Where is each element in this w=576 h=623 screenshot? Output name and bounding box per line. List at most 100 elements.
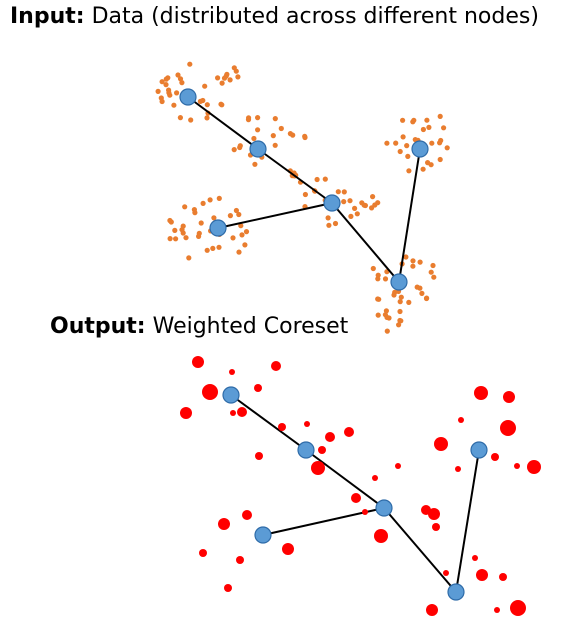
data-point (375, 276, 380, 281)
coreset-point (494, 607, 500, 613)
coreset-point (230, 410, 236, 416)
data-point (202, 84, 207, 89)
data-point (208, 197, 213, 202)
data-point (156, 89, 161, 94)
coreset-point (443, 570, 449, 576)
data-point (255, 127, 260, 132)
data-point (224, 72, 229, 77)
coreset-point (362, 509, 368, 515)
data-point (238, 143, 243, 148)
data-point (228, 213, 233, 218)
coreset-point (372, 475, 378, 481)
coreset-point (255, 452, 263, 460)
coreset-point (224, 584, 232, 592)
data-point (410, 258, 415, 263)
data-point (315, 177, 320, 182)
data-point (198, 99, 203, 104)
data-point (219, 102, 224, 107)
coreset-point (325, 432, 335, 442)
data-point (255, 115, 260, 120)
coreset-point (318, 446, 326, 454)
data-point (232, 65, 237, 70)
data-point (398, 149, 403, 154)
data-point (376, 297, 381, 302)
node (210, 220, 226, 236)
input-graph (156, 62, 450, 334)
data-point (429, 141, 434, 146)
data-point (175, 72, 180, 77)
data-point (173, 236, 178, 241)
data-point (174, 90, 179, 95)
data-point (182, 204, 187, 209)
data-point (326, 215, 331, 220)
coreset-point (271, 361, 281, 371)
data-point (166, 90, 171, 95)
data-point (246, 115, 251, 120)
edge (384, 508, 456, 592)
data-point (418, 260, 423, 265)
data-point (391, 292, 396, 297)
data-point (393, 141, 398, 146)
data-point (419, 291, 424, 296)
data-point (430, 263, 435, 268)
data-point (333, 221, 338, 226)
data-point (168, 236, 173, 241)
data-point (438, 114, 443, 119)
coreset-point (311, 461, 325, 475)
coreset-point (180, 407, 192, 419)
coreset-point (491, 453, 499, 461)
node (391, 274, 407, 290)
data-point (273, 143, 278, 148)
data-point (273, 116, 278, 121)
coreset-point (455, 466, 461, 472)
data-point (371, 266, 376, 271)
data-point (348, 214, 353, 219)
data-point (383, 276, 388, 281)
coreset-point (192, 356, 204, 368)
data-point (396, 322, 401, 327)
data-point (235, 74, 240, 79)
coreset-point (428, 508, 440, 520)
edge (231, 395, 306, 450)
node (180, 89, 196, 105)
node (223, 387, 239, 403)
data-point (303, 192, 308, 197)
data-point (288, 131, 293, 136)
data-point (421, 127, 426, 132)
data-point (404, 143, 409, 148)
data-point (429, 270, 434, 275)
node (250, 141, 266, 157)
coreset-point (500, 420, 516, 436)
edge (332, 203, 399, 282)
edge (258, 149, 332, 203)
node (255, 527, 271, 543)
data-point (192, 210, 197, 215)
data-point (400, 118, 405, 123)
data-point (323, 177, 328, 182)
data-point (406, 168, 411, 173)
data-point (210, 246, 215, 251)
coreset-point (199, 549, 207, 557)
data-point (171, 103, 176, 108)
coreset-point (304, 421, 310, 427)
data-point (172, 228, 177, 233)
coreset-point (527, 460, 541, 474)
data-point (352, 206, 357, 211)
data-point (438, 157, 443, 162)
data-point (424, 118, 429, 123)
data-point (197, 231, 202, 236)
data-point (201, 201, 206, 206)
data-point (421, 167, 426, 172)
data-point (406, 300, 411, 305)
data-point (336, 189, 341, 194)
coreset-point (395, 463, 401, 469)
coreset-point (237, 407, 247, 417)
node (412, 141, 428, 157)
data-point (217, 196, 222, 201)
node (324, 195, 340, 211)
coreset-point (472, 555, 478, 561)
output-graph (180, 356, 541, 616)
coreset-point (426, 604, 438, 616)
data-point (187, 62, 192, 67)
